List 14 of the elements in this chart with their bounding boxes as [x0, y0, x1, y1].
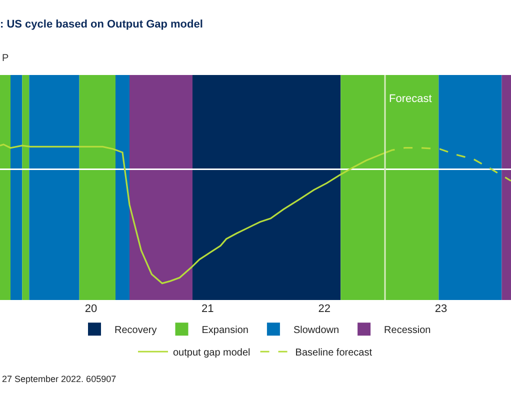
legend-label: Recession	[384, 325, 431, 336]
text: 27 September 2022. 605907	[2, 374, 116, 384]
legend-label: Recovery	[114, 325, 157, 336]
ref-line-label: Forecast	[389, 93, 432, 105]
x-tick-label: 22	[318, 303, 330, 315]
legend-label: Slowdown	[293, 325, 340, 336]
chart-title: : US cycle based on Output Gap model	[0, 18, 203, 31]
chart-subtitle: P	[2, 53, 9, 64]
legend-label: Baseline forecast	[295, 348, 372, 359]
legend-label: Expansion	[202, 325, 248, 336]
x-tick-label: 20	[84, 303, 98, 315]
legend-label: output gap model	[173, 348, 250, 359]
x-tick-label: 23	[434, 303, 448, 315]
x-tick-label: 21	[202, 303, 214, 315]
